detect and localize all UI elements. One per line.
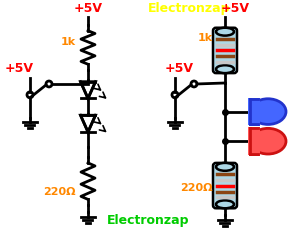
Ellipse shape bbox=[216, 28, 234, 36]
Ellipse shape bbox=[250, 99, 286, 124]
Ellipse shape bbox=[216, 65, 234, 73]
Bar bbox=[248, 127, 260, 155]
Bar bbox=[248, 98, 260, 125]
Text: 1k: 1k bbox=[198, 33, 213, 43]
Text: +5V: +5V bbox=[5, 62, 34, 75]
Text: 220Ω: 220Ω bbox=[44, 188, 76, 197]
Text: +5V: +5V bbox=[221, 2, 250, 15]
FancyBboxPatch shape bbox=[213, 28, 237, 73]
FancyBboxPatch shape bbox=[250, 128, 258, 154]
FancyBboxPatch shape bbox=[250, 99, 258, 124]
Polygon shape bbox=[81, 115, 96, 132]
Text: Electronzap: Electronzap bbox=[148, 2, 231, 15]
Text: Electronzap: Electronzap bbox=[107, 214, 189, 227]
FancyBboxPatch shape bbox=[213, 163, 237, 208]
Text: 220Ω: 220Ω bbox=[181, 183, 213, 193]
Text: +5V: +5V bbox=[165, 62, 194, 75]
Text: +5V: +5V bbox=[73, 2, 102, 15]
Polygon shape bbox=[81, 82, 96, 98]
Ellipse shape bbox=[216, 163, 234, 171]
Ellipse shape bbox=[216, 200, 234, 208]
Ellipse shape bbox=[250, 128, 286, 154]
Text: 1k: 1k bbox=[61, 36, 76, 46]
